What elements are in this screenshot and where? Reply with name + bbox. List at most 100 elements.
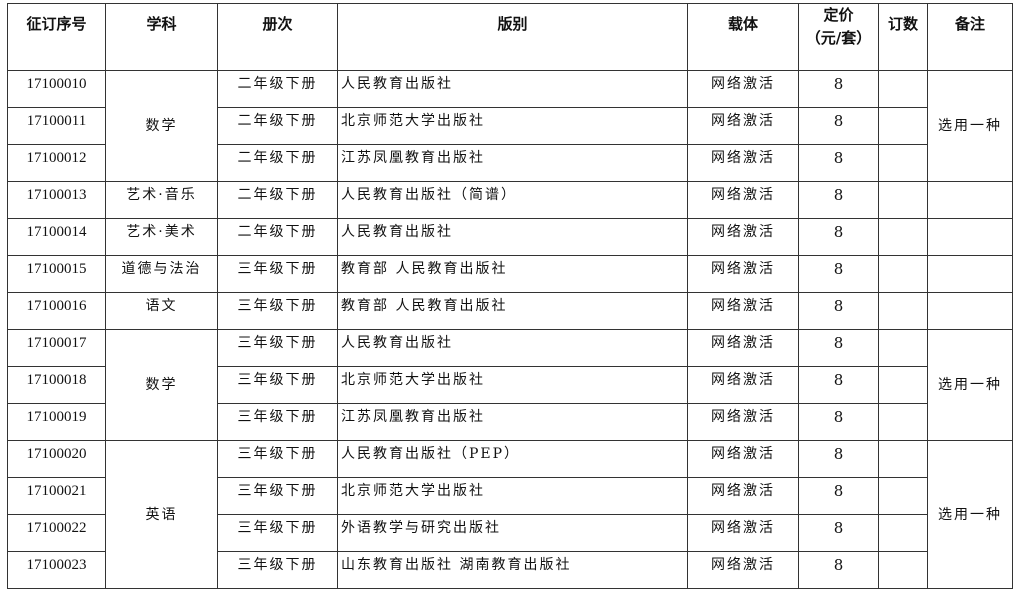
- subject-cell: 艺术·美术: [105, 218, 218, 256]
- orders-input-cell[interactable]: [878, 514, 928, 552]
- edition-cell: 外语教学与研究出版社: [337, 514, 688, 552]
- order-id-cell: 17100020: [7, 440, 106, 478]
- remark-cell: [927, 218, 1013, 256]
- edition-cell: 江苏凤凰教育出版社: [337, 144, 688, 182]
- order-id-cell: 17100021: [7, 477, 106, 515]
- header-volume: 册次: [217, 3, 338, 71]
- order-id-cell: 17100017: [7, 329, 106, 367]
- orders-input-cell[interactable]: [878, 218, 928, 256]
- order-id-cell: 17100016: [7, 292, 106, 330]
- subject-cell: 英语: [105, 440, 218, 589]
- medium-cell: 网络激活: [687, 366, 799, 404]
- medium-cell: 网络激活: [687, 440, 799, 478]
- orders-input-cell[interactable]: [878, 70, 928, 108]
- orders-input-cell[interactable]: [878, 477, 928, 515]
- table-row: 17100020 英语 三年级下册 人民教育出版社（PEP） 网络激活 8 选用一种: [7, 440, 1013, 589]
- medium-cell: 网络激活: [687, 70, 799, 108]
- edition-cell: 北京师范大学出版社: [337, 477, 688, 515]
- orders-input-cell[interactable]: [878, 107, 928, 145]
- order-id-cell: 17100014: [7, 218, 106, 256]
- medium-cell: 网络激活: [687, 107, 799, 145]
- subject-cell: 语文: [105, 292, 218, 330]
- table-row: 17100010 数学 二年级下册 人民教育出版社 网络激活 8 选用一种: [7, 70, 1013, 182]
- order-id-cell: 17100023: [7, 551, 106, 589]
- order-id-cell: 17100011: [7, 107, 106, 145]
- order-id-cell: 17100015: [7, 255, 106, 293]
- volume-cell: 三年级下册: [217, 329, 338, 367]
- volume-cell: 三年级下册: [217, 292, 338, 330]
- order-id-cell: 17100012: [7, 144, 106, 182]
- remark-cell: 选用一种: [927, 329, 1013, 441]
- orders-input-cell[interactable]: [878, 329, 928, 367]
- order-id-cell: 17100010: [7, 70, 106, 108]
- remark-cell: 选用一种: [927, 440, 1013, 589]
- medium-cell: 网络激活: [687, 403, 799, 441]
- table-row: 17100019 三年级下册 江苏凤凰教育出版社 网络激活 8: [7, 403, 1013, 441]
- orders-input-cell[interactable]: [878, 366, 928, 404]
- remark-cell: [927, 255, 1013, 293]
- table-row: 17100013 艺术·音乐 二年级下册 人民教育出版社（简谱） 网络激活 8: [7, 181, 1013, 219]
- volume-cell: 三年级下册: [217, 514, 338, 552]
- orders-input-cell[interactable]: [878, 403, 928, 441]
- medium-cell: 网络激活: [687, 255, 799, 293]
- volume-cell: 三年级下册: [217, 551, 338, 589]
- remark-cell: [927, 181, 1013, 219]
- edition-cell: 北京师范大学出版社: [337, 366, 688, 404]
- volume-cell: 二年级下册: [217, 70, 338, 108]
- orders-input-cell[interactable]: [878, 255, 928, 293]
- header-remark: 备注: [927, 3, 1013, 71]
- medium-cell: 网络激活: [687, 329, 799, 367]
- header-id: 征订序号: [7, 3, 106, 71]
- volume-cell: 二年级下册: [217, 181, 338, 219]
- table-row: 17100017 数学 三年级下册 人民教育出版社 网络激活 8 选用一种: [7, 329, 1013, 441]
- volume-cell: 三年级下册: [217, 366, 338, 404]
- orders-input-cell[interactable]: [878, 292, 928, 330]
- medium-cell: 网络激活: [687, 292, 799, 330]
- volume-cell: 二年级下册: [217, 107, 338, 145]
- orders-input-cell[interactable]: [878, 551, 928, 589]
- header-price-line2: （元/套）: [805, 29, 872, 47]
- edition-cell: 人民教育出版社: [337, 70, 688, 108]
- medium-cell: 网络激活: [687, 514, 799, 552]
- orders-input-cell[interactable]: [878, 144, 928, 182]
- price-cell: 8: [798, 144, 879, 182]
- header-medium: 载体: [687, 3, 799, 71]
- edition-cell: 教育部 人民教育出版社: [337, 292, 688, 330]
- order-id-cell: 17100019: [7, 403, 106, 441]
- edition-cell: 山东教育出版社 湖南教育出版社: [337, 551, 688, 589]
- orders-input-cell[interactable]: [878, 440, 928, 478]
- volume-cell: 三年级下册: [217, 440, 338, 478]
- volume-cell: 三年级下册: [217, 477, 338, 515]
- table-row: 17100011 二年级下册 北京师范大学出版社 网络激活 8: [7, 107, 1013, 145]
- order-id-cell: 17100018: [7, 366, 106, 404]
- price-cell: 8: [798, 107, 879, 145]
- header-price-line1: 定价: [823, 6, 854, 24]
- order-id-cell: 17100013: [7, 181, 106, 219]
- subject-cell: 数学: [105, 329, 218, 441]
- price-cell: 8: [798, 403, 879, 441]
- subject-cell: 数学: [105, 70, 218, 182]
- table-row: 17100016 语文 三年级下册 教育部 人民教育出版社 网络激活 8: [7, 292, 1013, 330]
- subject-cell: 道德与法治: [105, 255, 218, 293]
- medium-cell: 网络激活: [687, 551, 799, 589]
- orders-input-cell[interactable]: [878, 181, 928, 219]
- remark-cell: [927, 292, 1013, 330]
- price-cell: 8: [798, 440, 879, 478]
- header-edition: 版别: [337, 3, 688, 71]
- table-body: 17100010 数学 二年级下册 人民教育出版社 网络激活 8 选用一种 17100011 二…: [7, 70, 1013, 589]
- edition-cell: 人民教育出版社（简谱）: [337, 181, 688, 219]
- edition-cell: 江苏凤凰教育出版社: [337, 403, 688, 441]
- table-row: 17100012 二年级下册 江苏凤凰教育出版社 网络激活 8: [7, 144, 1013, 182]
- price-cell: 8: [798, 329, 879, 367]
- price-cell: 8: [798, 181, 879, 219]
- volume-cell: 三年级下册: [217, 403, 338, 441]
- price-cell: 8: [798, 551, 879, 589]
- table-row: 17100015 道德与法治 三年级下册 教育部 人民教育出版社 网络激活 8: [7, 255, 1013, 293]
- volume-cell: 二年级下册: [217, 218, 338, 256]
- price-cell: 8: [798, 218, 879, 256]
- edition-cell: 人民教育出版社: [337, 329, 688, 367]
- table-row: 17100014 艺术·美术 二年级下册 人民教育出版社 网络激活 8: [7, 218, 1013, 256]
- price-cell: 8: [798, 70, 879, 108]
- volume-cell: 三年级下册: [217, 255, 338, 293]
- price-cell: 8: [798, 514, 879, 552]
